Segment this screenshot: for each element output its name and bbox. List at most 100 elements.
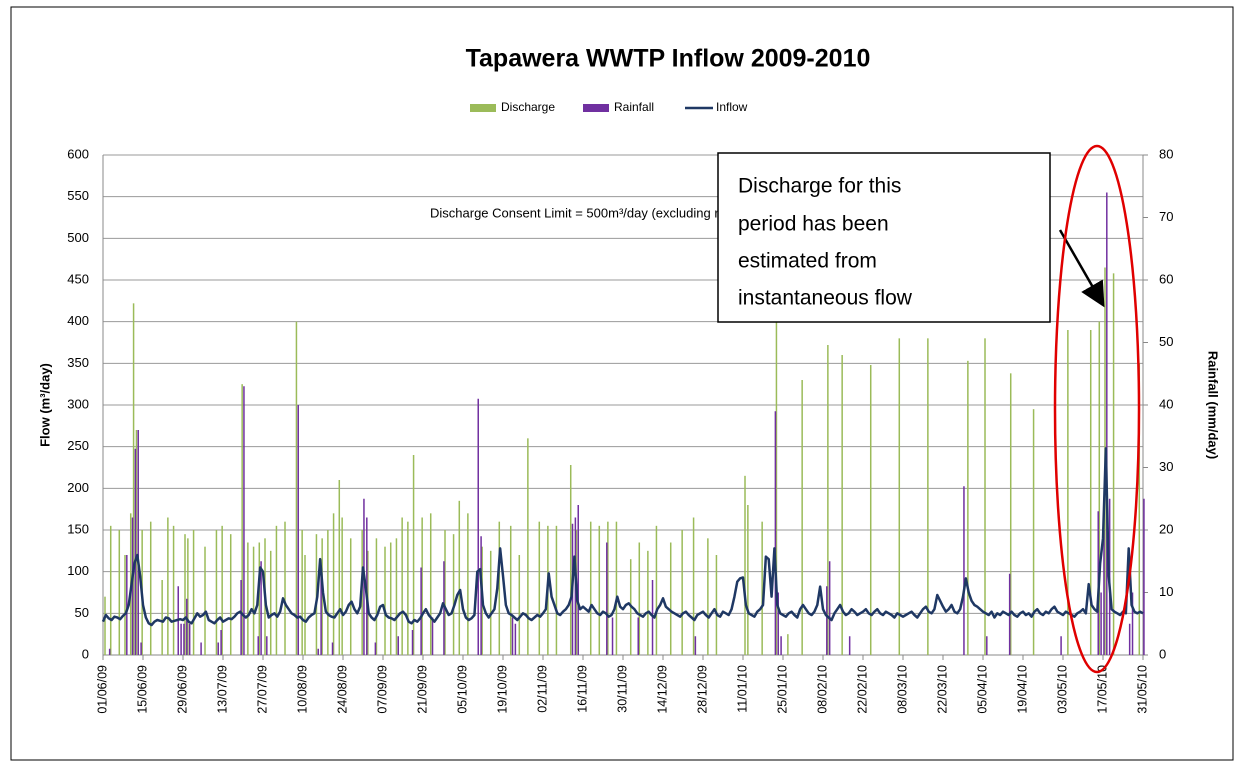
bar bbox=[266, 636, 268, 655]
bar bbox=[848, 636, 851, 655]
bar bbox=[397, 636, 399, 655]
bar bbox=[715, 555, 718, 655]
bar bbox=[458, 500, 461, 655]
x-tick-label: 03/05/10 bbox=[1055, 665, 1069, 714]
bar bbox=[192, 530, 195, 655]
bar bbox=[180, 623, 182, 655]
bar bbox=[247, 542, 249, 655]
bar bbox=[411, 630, 414, 655]
bar bbox=[598, 525, 601, 655]
y-tick-label: 500 bbox=[67, 230, 89, 245]
bar bbox=[304, 555, 306, 655]
bar bbox=[747, 505, 749, 655]
bar bbox=[421, 517, 423, 655]
x-tick-label: 07/09/09 bbox=[375, 665, 389, 714]
bar bbox=[1106, 192, 1108, 655]
chart-title: Tapawera WWTP Inflow 2009-2010 bbox=[466, 45, 871, 73]
x-tick-label: 05/04/10 bbox=[975, 665, 989, 714]
bar bbox=[569, 465, 572, 655]
y-tick-label: 450 bbox=[67, 271, 89, 286]
bar bbox=[257, 636, 259, 655]
y2-tick-label: 50 bbox=[1159, 334, 1173, 349]
bar bbox=[1067, 330, 1069, 655]
bar bbox=[412, 455, 415, 655]
bar bbox=[681, 530, 683, 655]
bar bbox=[104, 596, 106, 655]
bar bbox=[384, 546, 386, 655]
bar bbox=[320, 567, 322, 655]
bar bbox=[467, 513, 469, 655]
y2-tick-label: 60 bbox=[1159, 271, 1173, 286]
bar bbox=[511, 617, 514, 655]
x-tick-label: 29/06/09 bbox=[175, 665, 189, 714]
bar bbox=[401, 517, 403, 655]
x-tick-label: 10/08/09 bbox=[295, 665, 309, 714]
bar bbox=[295, 321, 298, 655]
callout-text: estimated from bbox=[738, 250, 877, 273]
bar bbox=[132, 303, 135, 655]
bar bbox=[984, 338, 986, 655]
bar bbox=[606, 542, 608, 655]
y-tick-label: 400 bbox=[67, 313, 89, 328]
x-tick-label: 28/12/09 bbox=[695, 665, 709, 714]
bar bbox=[420, 567, 422, 655]
x-tick-label: 17/05/10 bbox=[1095, 665, 1109, 714]
bar bbox=[220, 630, 222, 655]
bar bbox=[1143, 498, 1145, 655]
bar bbox=[1131, 592, 1134, 655]
bar bbox=[172, 525, 175, 655]
bar bbox=[489, 550, 492, 655]
bar bbox=[375, 538, 378, 655]
x-tick-label: 22/03/10 bbox=[935, 665, 949, 714]
bar bbox=[615, 521, 618, 655]
bar bbox=[258, 542, 261, 655]
bar bbox=[1032, 409, 1035, 655]
bar bbox=[118, 530, 121, 655]
x-tick-label: 21/09/09 bbox=[415, 665, 429, 714]
bar bbox=[275, 525, 278, 655]
bar bbox=[775, 321, 778, 655]
bar bbox=[1098, 321, 1101, 655]
x-tick-label: 19/04/10 bbox=[1015, 665, 1029, 714]
bar bbox=[651, 580, 654, 655]
bar bbox=[204, 546, 206, 655]
y2-tick-label: 10 bbox=[1159, 584, 1173, 599]
bar bbox=[527, 438, 529, 655]
bar bbox=[611, 617, 614, 655]
legend-label: Rainfall bbox=[614, 100, 654, 114]
bar bbox=[647, 550, 649, 655]
bar bbox=[498, 521, 501, 655]
bar bbox=[577, 505, 579, 655]
bar bbox=[135, 430, 138, 655]
bar bbox=[692, 517, 695, 655]
bar bbox=[927, 338, 929, 655]
bar bbox=[240, 580, 242, 655]
bar bbox=[374, 642, 377, 655]
bar bbox=[967, 360, 969, 655]
x-tick-label: 01/06/09 bbox=[95, 665, 109, 714]
bar bbox=[140, 642, 142, 655]
bar bbox=[509, 525, 512, 655]
y2-tick-label: 70 bbox=[1159, 209, 1173, 224]
bar bbox=[518, 555, 521, 655]
bar bbox=[744, 475, 746, 655]
x-tick-label: 05/10/09 bbox=[455, 665, 469, 714]
y2-tick-label: 0 bbox=[1159, 646, 1166, 661]
bar bbox=[126, 555, 128, 655]
bar bbox=[1112, 273, 1115, 655]
x-tick-label: 15/06/09 bbox=[135, 665, 149, 714]
bar bbox=[694, 636, 697, 655]
bar bbox=[243, 386, 245, 655]
legend-swatch bbox=[583, 104, 609, 112]
bar bbox=[269, 550, 272, 655]
bar bbox=[443, 561, 445, 655]
bar bbox=[331, 642, 334, 655]
y-tick-label: 600 bbox=[67, 146, 89, 161]
x-tick-label: 02/11/09 bbox=[535, 665, 549, 713]
bar bbox=[188, 623, 191, 655]
bar bbox=[1128, 623, 1131, 655]
bar bbox=[452, 534, 455, 655]
plot-area: 0 50 100 150 200 250 300 350 400 450 500 550 600 0 10 2… bbox=[67, 100, 1173, 714]
bar bbox=[774, 411, 777, 655]
